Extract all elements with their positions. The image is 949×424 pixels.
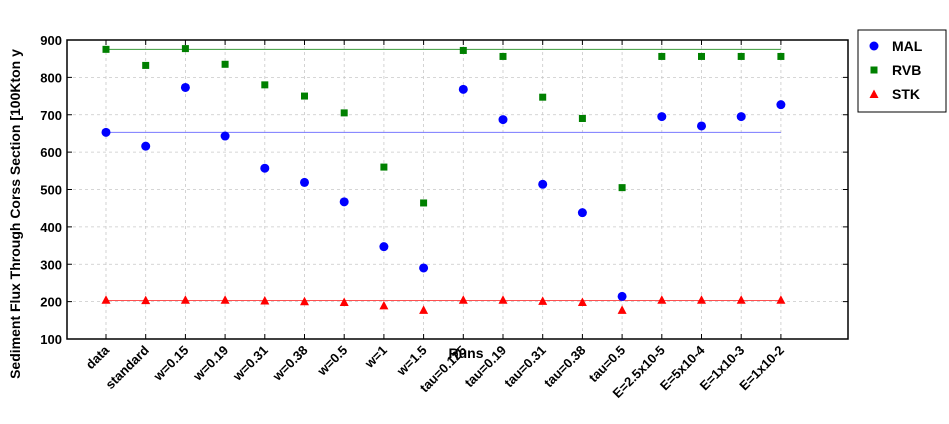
y-tick-label: 400 bbox=[40, 220, 62, 235]
y-axis-label: Sediment Flux Through Corss Section [100… bbox=[7, 49, 23, 379]
legend-label: RVB bbox=[892, 62, 921, 78]
point-rvb bbox=[777, 52, 785, 60]
point-rvb bbox=[340, 109, 348, 117]
point-stk bbox=[498, 295, 508, 304]
point-rvb bbox=[142, 61, 150, 69]
point-mal bbox=[379, 242, 389, 252]
point-rvb bbox=[499, 52, 507, 60]
point-stk bbox=[419, 305, 429, 314]
y-tick-label: 500 bbox=[40, 183, 62, 198]
reference-lines bbox=[106, 48, 781, 302]
point-stk bbox=[379, 300, 389, 310]
point-stk bbox=[657, 295, 667, 304]
y-axis-ticks: 100 200 300 400 500 600 700 800 900 bbox=[40, 33, 848, 347]
legend-label: MAL bbox=[892, 38, 923, 54]
y-tick-label: 100 bbox=[40, 332, 62, 347]
point-rvb bbox=[578, 114, 586, 122]
point-stk bbox=[220, 295, 230, 304]
point-stk bbox=[101, 295, 111, 304]
legend-label: STK bbox=[892, 86, 920, 102]
point-rvb bbox=[737, 52, 745, 60]
point-mal bbox=[141, 141, 151, 151]
point-rvb bbox=[301, 92, 308, 100]
point-rvb bbox=[380, 163, 388, 171]
point-mal bbox=[220, 131, 230, 141]
point-mal bbox=[617, 291, 627, 301]
point-mal bbox=[538, 179, 548, 189]
point-mal bbox=[180, 82, 190, 92]
y-tick-label: 700 bbox=[40, 108, 62, 123]
y-tick-label: 600 bbox=[40, 145, 62, 160]
point-stk bbox=[260, 296, 270, 305]
point-stk bbox=[736, 295, 746, 304]
point-stk bbox=[339, 297, 349, 306]
legend: MAL RVB STK bbox=[857, 29, 947, 113]
point-stk bbox=[577, 297, 587, 306]
point-stk bbox=[617, 305, 627, 314]
point-mal bbox=[339, 197, 349, 207]
point-mal bbox=[736, 112, 746, 122]
point-mal bbox=[458, 84, 468, 94]
point-rvb bbox=[658, 52, 666, 60]
point-stk bbox=[776, 295, 786, 304]
point-mal bbox=[419, 263, 429, 273]
point-rvb bbox=[459, 46, 467, 54]
point-stk bbox=[697, 295, 706, 304]
legend-marker-rvb bbox=[870, 66, 878, 74]
point-mal bbox=[697, 121, 706, 131]
point-rvb bbox=[539, 93, 547, 101]
data-points bbox=[101, 45, 786, 314]
point-mal bbox=[498, 115, 508, 125]
point-mal bbox=[657, 112, 667, 122]
point-rvb bbox=[698, 52, 705, 60]
point-rvb bbox=[102, 45, 110, 53]
x-axis-label: Runs bbox=[449, 345, 484, 361]
point-mal bbox=[300, 177, 309, 187]
point-rvb bbox=[181, 45, 189, 53]
point-mal bbox=[101, 127, 111, 137]
point-rvb bbox=[261, 81, 269, 89]
point-stk bbox=[141, 295, 151, 305]
point-mal bbox=[260, 163, 270, 173]
y-tick-label: 300 bbox=[40, 257, 62, 272]
point-mal bbox=[577, 208, 587, 218]
point-rvb bbox=[221, 60, 229, 68]
point-mal bbox=[776, 100, 786, 110]
y-tick-label: 900 bbox=[40, 33, 62, 48]
point-stk bbox=[458, 295, 468, 304]
point-rvb bbox=[420, 199, 428, 207]
point-rvb bbox=[618, 184, 626, 192]
point-stk bbox=[300, 296, 309, 306]
legend-marker-stk bbox=[869, 89, 879, 98]
legend-marker-mal bbox=[869, 41, 879, 51]
y-tick-label: 800 bbox=[40, 70, 62, 85]
y-tick-label: 200 bbox=[40, 295, 62, 310]
point-stk bbox=[180, 295, 190, 304]
point-stk bbox=[538, 296, 548, 305]
